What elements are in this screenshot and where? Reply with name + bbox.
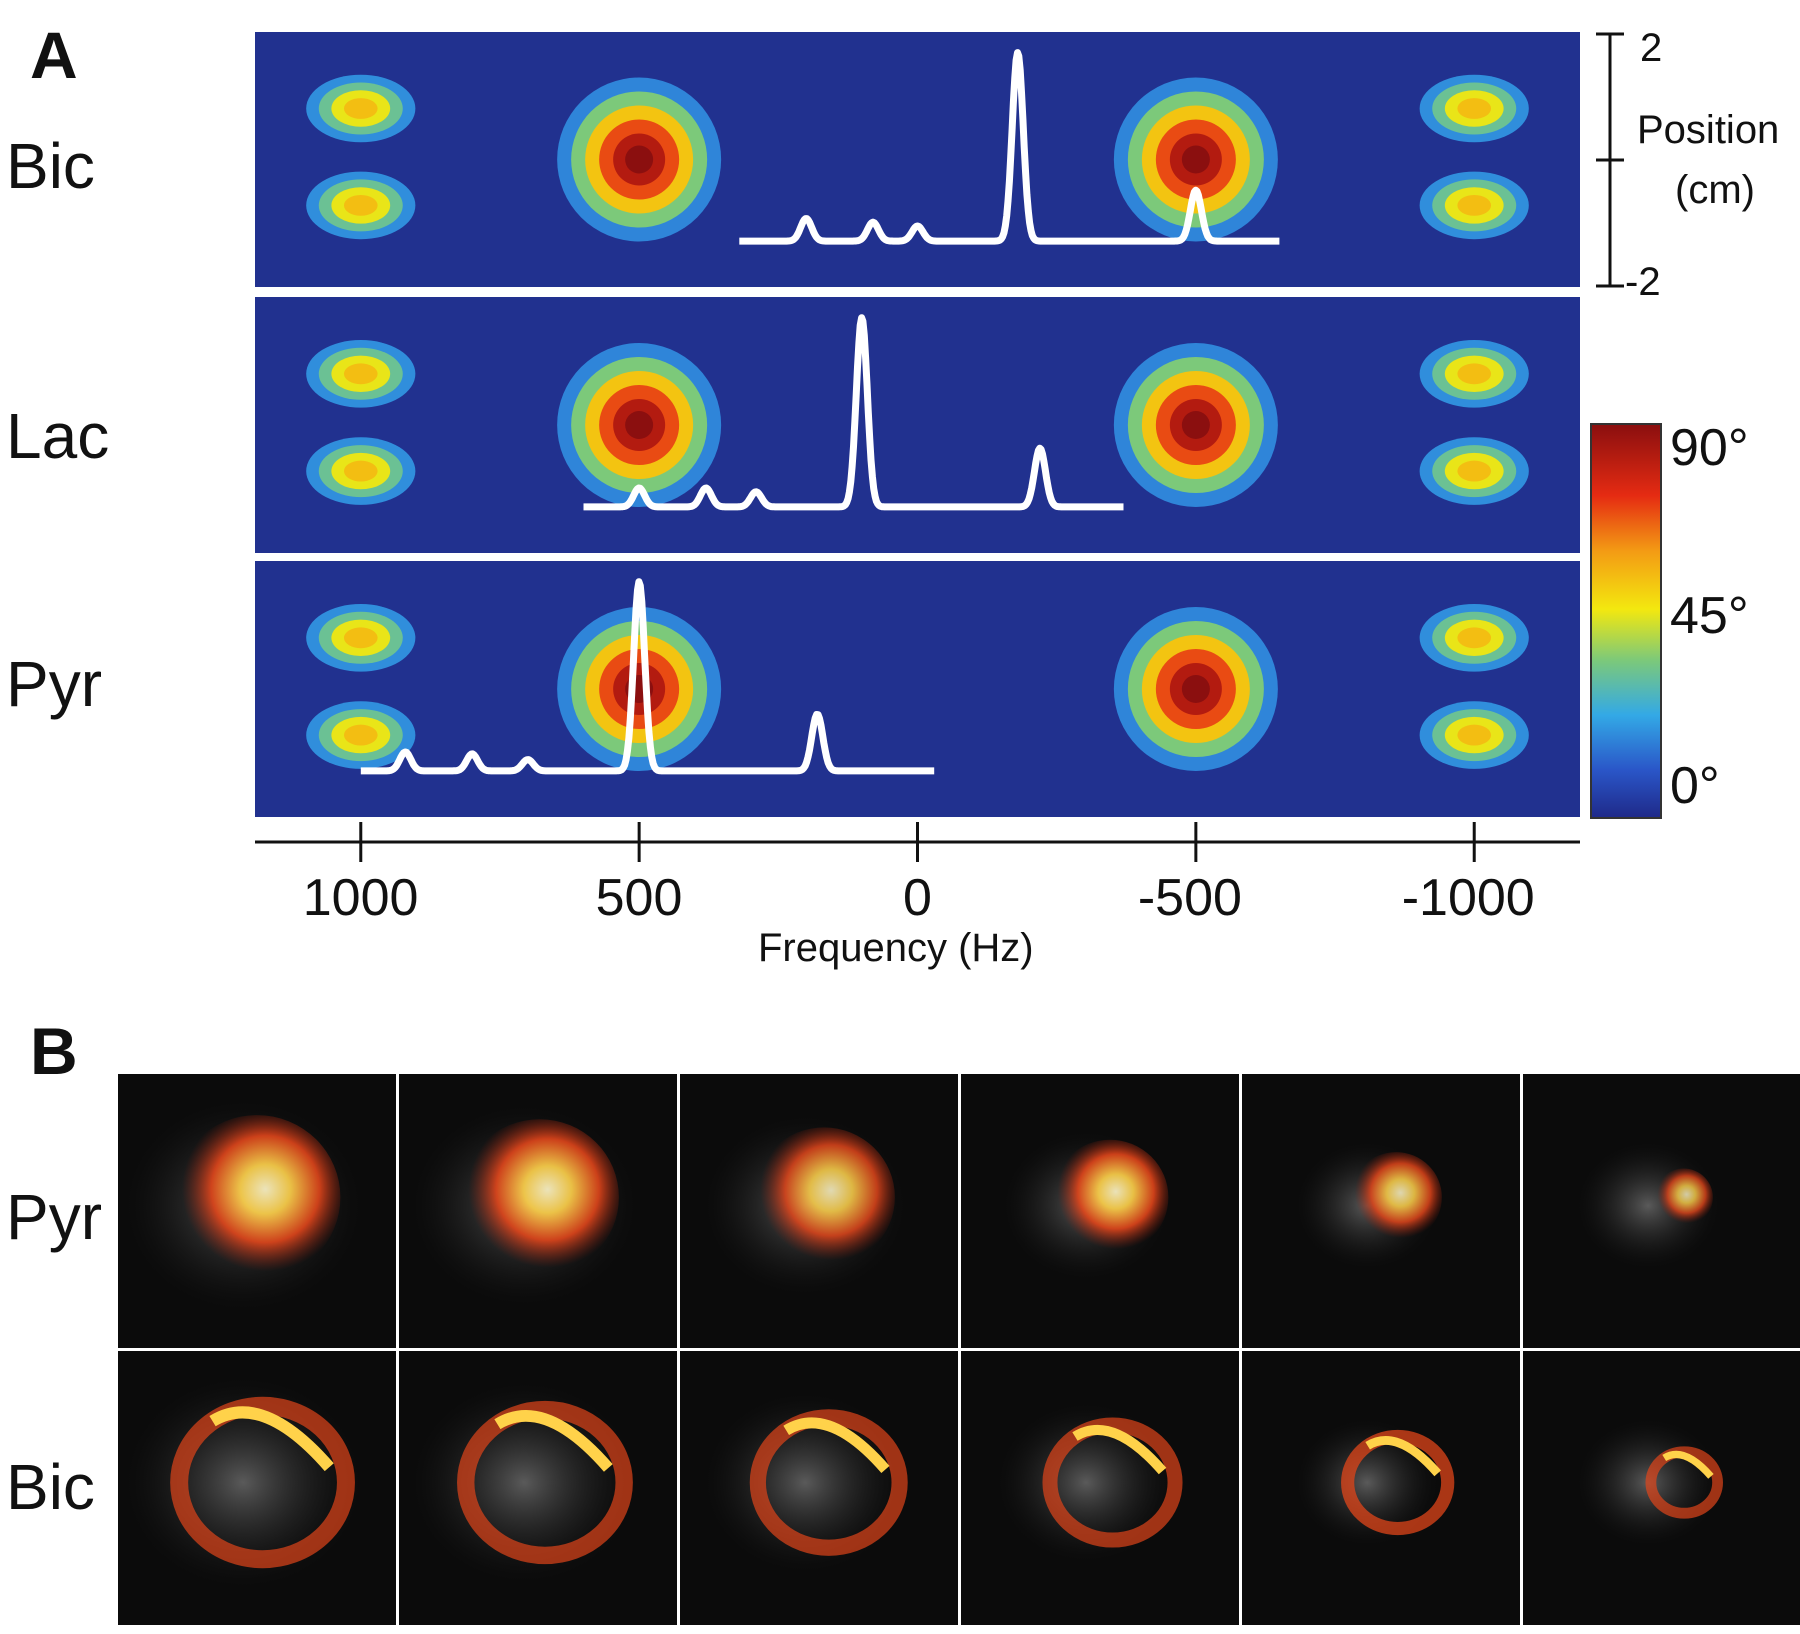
pyruvate-signal <box>460 1119 619 1276</box>
excitation-band-1-lobe-0-ring-5 <box>625 411 654 439</box>
x-tick-1000: 1000 <box>302 869 419 927</box>
spectrum-line-lac <box>581 314 1126 511</box>
row-label-b-pyr: Pyr <box>6 1181 102 1253</box>
excitation-band-3-lobe-0-ring-3 <box>1457 627 1492 649</box>
position-label-line1: Position <box>1637 108 1780 152</box>
spectrum-line-bic <box>737 49 1282 245</box>
x-axis-label: Frequency (Hz) <box>758 926 1034 970</box>
mri-slice-pyr-2 <box>399 1074 677 1348</box>
row-label-bic: Bic <box>6 130 95 202</box>
flip-angle-colorbar <box>1590 423 1662 819</box>
colorbar-tick-0: 0° <box>1670 757 1720 815</box>
excitation-band-3-lobe-1-ring-3 <box>1457 724 1492 746</box>
mri-slice-pyr-1 <box>118 1074 396 1348</box>
position-scale-bar <box>1596 32 1624 288</box>
excitation-band-3-lobe-1-ring-3 <box>1457 195 1492 216</box>
excitation-band-0-lobe-1-ring-3 <box>343 460 378 482</box>
tissue-background <box>126 1378 360 1587</box>
position-top-tick: 2 <box>1640 26 1663 70</box>
mri-slice-bic-2 <box>399 1351 677 1625</box>
excitation-band-3-lobe-0-ring-3 <box>1457 363 1492 385</box>
frequency-axis <box>255 822 1580 862</box>
x-tick-500: 500 <box>595 869 683 927</box>
excitation-map-pyr <box>255 561 1580 817</box>
excitation-band-1-lobe-0-ring-5 <box>625 145 654 174</box>
panel-a-letter: A <box>30 18 78 92</box>
excitation-band-0-lobe-0-ring-3 <box>343 98 378 119</box>
pyruvate-signal <box>1051 1139 1169 1255</box>
pyruvate-signal <box>753 1127 895 1268</box>
spectrum-line-pyr <box>358 578 937 775</box>
mri-slice-pyr-3 <box>680 1074 958 1348</box>
excitation-band-0-lobe-0-ring-3 <box>343 363 378 385</box>
mri-slice-bic-3 <box>680 1351 958 1625</box>
bicarbonate-signal <box>1341 1429 1455 1536</box>
mri-slice-pyr-5 <box>1242 1074 1520 1348</box>
mri-slice-bic-1 <box>118 1351 396 1625</box>
excitation-band-0-lobe-0-ring-3 <box>343 627 378 649</box>
panel-b-letter: B <box>30 1014 78 1088</box>
excitation-map-lac <box>255 297 1580 553</box>
bicarbonate-hotspot <box>494 1410 613 1472</box>
mri-slice-bic-6 <box>1523 1351 1800 1625</box>
bicarbonate-hotspot <box>1662 1450 1714 1479</box>
excitation-band-2-lobe-0-ring-5 <box>1181 411 1210 439</box>
x-tick-0: 0 <box>903 869 932 927</box>
row-label-b-bic: Bic <box>6 1451 95 1523</box>
spectrum-lac <box>306 314 1529 511</box>
row-label-pyr: Pyr <box>6 648 102 720</box>
x-tick-minus-1000: -1000 <box>1401 869 1535 927</box>
pyruvate-signal <box>173 1115 341 1280</box>
excitation-map-bic <box>255 32 1580 287</box>
spectrum-bic <box>306 49 1529 245</box>
bicarbonate-hotspot <box>1365 1436 1442 1477</box>
row-label-lac: Lac <box>6 400 110 472</box>
spectrum-pyr <box>306 578 1529 775</box>
mri-slice-pyr-6 <box>1523 1074 1800 1348</box>
colorbar-tick-45: 45° <box>1670 587 1749 645</box>
excitation-band-0-lobe-1-ring-3 <box>343 724 378 746</box>
tissue-background <box>1297 1420 1438 1545</box>
excitation-band-3-lobe-0-ring-3 <box>1457 98 1492 119</box>
colorbar-tick-90: 90° <box>1670 419 1749 477</box>
position-bottom-tick: -2 <box>1625 260 1661 304</box>
excitation-band-2-lobe-0-ring-5 <box>1181 675 1210 703</box>
bicarbonate-signal <box>1645 1446 1724 1519</box>
bicarbonate-signal <box>170 1396 355 1569</box>
bicarbonate-hotspot <box>783 1417 890 1474</box>
pyruvate-signal <box>1350 1152 1442 1243</box>
bicarbonate-hotspot <box>1072 1424 1167 1475</box>
bicarbonate-hotspot <box>209 1406 334 1472</box>
bicarbonate-signal <box>749 1409 908 1556</box>
pyruvate-signal <box>1654 1168 1713 1227</box>
mri-slice-bic-5 <box>1242 1351 1520 1625</box>
excitation-band-2-lobe-0-ring-5 <box>1181 145 1210 174</box>
excitation-band-0-lobe-1-ring-3 <box>343 195 378 216</box>
bicarbonate-signal <box>1042 1417 1183 1548</box>
bicarbonate-signal <box>457 1400 633 1565</box>
mri-slice-bic-4 <box>961 1351 1239 1625</box>
x-tick-minus-500: -500 <box>1137 869 1242 927</box>
excitation-band-3-lobe-1-ring-3 <box>1457 460 1492 482</box>
position-label-line2: (cm) <box>1675 168 1755 212</box>
mri-slice-pyr-4 <box>961 1074 1239 1348</box>
